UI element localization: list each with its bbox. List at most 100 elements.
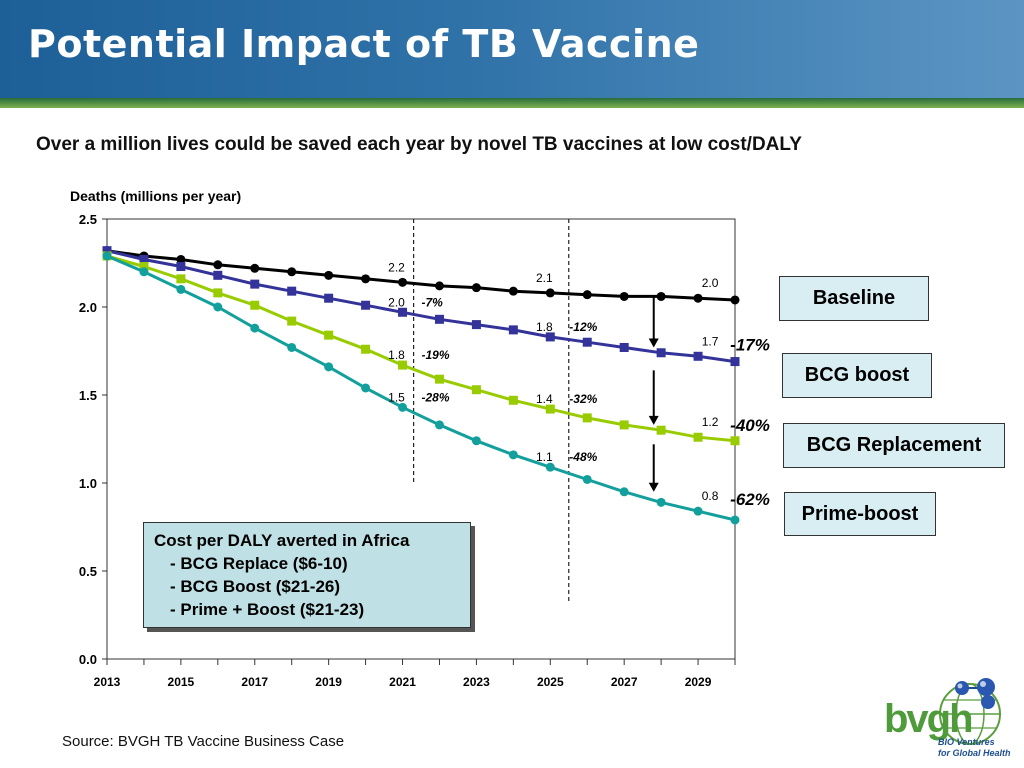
x-tick-label: 2025 bbox=[537, 675, 564, 689]
data-point-baseline bbox=[434, 281, 444, 291]
data-point-bcg_replacement bbox=[324, 330, 334, 340]
value-label: 1.7 bbox=[702, 334, 719, 348]
data-point-bcg_replacement bbox=[471, 385, 481, 395]
data-point-bcg_replacement bbox=[619, 420, 629, 430]
data-point-bcg_replacement bbox=[508, 395, 518, 405]
series-line-prime_boost bbox=[106, 254, 736, 522]
data-point-prime_boost bbox=[102, 251, 112, 261]
percent-change-label: -19% bbox=[422, 348, 450, 362]
data-point-bcg_replacement bbox=[176, 274, 186, 284]
header-banner bbox=[0, 0, 1024, 102]
percent-change-label: -12% bbox=[569, 320, 597, 334]
y-tick-label: 0.0 bbox=[79, 652, 97, 667]
page-subtitle: Over a million lives could be saved each… bbox=[36, 134, 802, 155]
cost-item-bcg-boost: - BCG Boost ($21-26) bbox=[170, 577, 341, 596]
data-point-baseline bbox=[582, 290, 592, 300]
data-point-baseline bbox=[398, 277, 408, 287]
data-point-baseline bbox=[213, 260, 223, 270]
data-point-baseline bbox=[545, 288, 555, 298]
data-point-bcg_boost bbox=[324, 293, 334, 303]
value-label: 2.0 bbox=[388, 295, 405, 309]
data-point-baseline bbox=[361, 274, 371, 284]
data-point-baseline bbox=[656, 291, 666, 301]
data-point-prime_boost bbox=[619, 487, 629, 497]
down-arrow-head bbox=[648, 415, 659, 425]
x-tick-label: 2027 bbox=[611, 675, 638, 689]
legend-baseline: Baseline bbox=[779, 276, 929, 321]
data-point-prime_boost bbox=[508, 450, 518, 460]
value-label: 1.5 bbox=[388, 390, 405, 404]
data-point-bcg_replacement bbox=[693, 432, 703, 442]
data-point-bcg_replacement bbox=[361, 344, 371, 354]
percent-change-label: -40% bbox=[730, 416, 770, 435]
bvgh-globe-icon bbox=[939, 678, 1001, 745]
value-label: 1.8 bbox=[388, 348, 405, 362]
percent-change-label: -17% bbox=[730, 335, 770, 354]
value-label: 2.2 bbox=[388, 260, 405, 274]
cost-item-prime-boost: - Prime + Boost ($21-23) bbox=[170, 600, 365, 619]
x-tick-label: 2015 bbox=[168, 675, 195, 689]
data-point-baseline bbox=[471, 283, 481, 293]
data-point-bcg_boost bbox=[508, 325, 518, 335]
y-axis-label: Deaths (millions per year) bbox=[70, 188, 241, 204]
data-point-baseline bbox=[287, 267, 297, 277]
legend-bcg-replacement-label: BCG Replacement bbox=[806, 434, 982, 456]
y-tick-label: 2.5 bbox=[79, 212, 97, 227]
x-tick-label: 2017 bbox=[241, 675, 268, 689]
y-tick-label: 0.5 bbox=[79, 564, 97, 579]
chart-reference-lines bbox=[413, 219, 570, 604]
chart-series bbox=[102, 246, 740, 525]
data-point-bcg_replacement bbox=[287, 316, 297, 326]
x-tick-label: 2029 bbox=[685, 675, 712, 689]
data-point-bcg_replacement bbox=[434, 374, 444, 384]
cost-box-title: Cost per DALY averted in Africa bbox=[154, 531, 410, 550]
data-point-prime_boost bbox=[471, 436, 481, 446]
data-point-baseline bbox=[693, 293, 703, 303]
percent-change-label: -48% bbox=[569, 450, 597, 464]
data-point-bcg_boost bbox=[176, 262, 186, 272]
data-point-prime_boost bbox=[213, 302, 223, 312]
data-point-prime_boost bbox=[361, 383, 371, 393]
value-label: 1.4 bbox=[536, 392, 553, 406]
percent-change-label: -28% bbox=[422, 390, 450, 404]
value-label: 2.0 bbox=[702, 276, 719, 290]
legend-bcg-boost: BCG boost bbox=[782, 353, 932, 398]
data-point-bcg_boost bbox=[730, 357, 740, 367]
bvgh-logo-text: bvgh bbox=[884, 697, 974, 741]
data-point-bcg_boost bbox=[139, 254, 149, 264]
data-point-prime_boost bbox=[434, 420, 444, 430]
series-line-baseline bbox=[106, 249, 736, 302]
data-point-bcg_replacement bbox=[139, 262, 149, 272]
percent-change-label: -7% bbox=[422, 295, 444, 309]
data-point-prime_boost bbox=[398, 402, 408, 412]
data-point-bcg_boost bbox=[619, 342, 629, 352]
data-point-bcg_boost bbox=[361, 300, 371, 310]
value-label: 1.1 bbox=[536, 450, 553, 464]
cost-item-bcg-replace: - BCG Replace ($6-10) bbox=[170, 554, 348, 573]
value-label: 2.1 bbox=[536, 271, 553, 285]
value-label: 0.8 bbox=[702, 489, 719, 503]
data-point-prime_boost bbox=[176, 284, 186, 294]
value-label: 1.8 bbox=[536, 320, 553, 334]
data-point-bcg_replacement bbox=[730, 436, 740, 446]
x-tick-label: 2021 bbox=[389, 675, 416, 689]
bvgh-logo-subtitle: BIO Ventures for Global Health bbox=[938, 737, 1011, 759]
data-point-baseline bbox=[250, 263, 260, 273]
data-point-prime_boost bbox=[139, 267, 149, 277]
data-point-bcg_boost bbox=[398, 307, 408, 317]
data-point-baseline bbox=[730, 295, 740, 305]
data-point-baseline bbox=[508, 286, 518, 296]
data-point-prime_boost bbox=[250, 323, 260, 333]
data-point-bcg_boost bbox=[545, 332, 555, 342]
x-tick-label: 2023 bbox=[463, 675, 490, 689]
data-point-bcg_boost bbox=[434, 314, 444, 324]
page-title: Potential Impact of TB Vaccine bbox=[28, 22, 700, 66]
data-point-bcg_replacement bbox=[398, 360, 408, 370]
percent-change-label: -62% bbox=[730, 490, 770, 509]
legend-baseline-label: Baseline bbox=[812, 287, 896, 309]
data-point-bcg_replacement bbox=[656, 425, 666, 435]
data-point-bcg_boost bbox=[250, 279, 260, 289]
logo-line-2: for Global Health bbox=[938, 748, 1011, 758]
data-point-bcg_replacement bbox=[545, 404, 555, 414]
